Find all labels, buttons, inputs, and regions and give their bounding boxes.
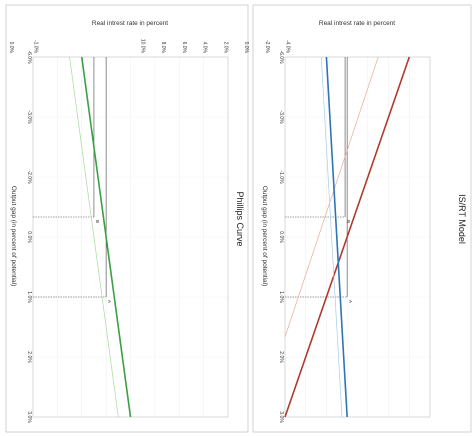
is-rt-series-line-2 xyxy=(284,56,379,338)
phillips-x-tick-label: -2.0% xyxy=(26,170,32,184)
is-rt-x-tick-label: -1.0% xyxy=(278,170,284,184)
phillips-chart: BA -6.0%-3.0%-2.0%0.0%1.0%2.0%3.0% -1.0%… xyxy=(8,20,245,423)
phillips-point-label-a: A xyxy=(107,300,112,303)
phillips-chart-title: Phillips Curve xyxy=(235,191,245,246)
phillips-y-tick-labels: -1.0%0.0%1.0%2.0%3.0%4.0%5.0%6.0%7.0% xyxy=(8,40,39,54)
is-rt-y-tick-label: 4.0% xyxy=(202,42,208,54)
is-rt-x-tick-label: 0.0% xyxy=(278,231,284,243)
phillips-series-line-1 xyxy=(80,56,132,418)
is-rt-chart: BA -6.0%-3.0%-1.0%0.0%1.0%2.0%3.0% -4.0%… xyxy=(140,20,468,423)
phillips-x-tick-label: -6.0% xyxy=(26,50,32,64)
phillips-point-label-b: B xyxy=(95,220,100,223)
phillips-y-axis-title: Real intrest rate in percent xyxy=(92,20,168,27)
is-rt-x-tick-label: -6.0% xyxy=(278,50,284,64)
is-rt-point-label-a: A xyxy=(348,300,353,303)
is-rt-point-label-b: B xyxy=(346,220,351,223)
is-rt-plot-area xyxy=(284,56,431,418)
is-rt-x-axis-title: Output gap (in percent of potential) xyxy=(261,186,268,286)
is-rt-series-line-3 xyxy=(325,56,348,418)
phillips-x-axis-title: Output gap (in percent of potential) xyxy=(10,186,17,286)
is-rt-x-tick-label: 1.0% xyxy=(278,291,284,303)
phillips-x-tick-label: 0.0% xyxy=(26,231,32,243)
is-rt-y-tick-label: 2.0% xyxy=(222,42,228,54)
phillips-y-tick-label: -1.0% xyxy=(33,40,39,54)
is-rt-y-tick-label: 10.0% xyxy=(140,39,146,54)
is-rt-grid xyxy=(284,56,431,418)
phillips-x-tick-label: 1.0% xyxy=(26,291,32,303)
is-rt-series xyxy=(284,56,411,418)
is-rt-y-tick-labels: -4.0% -2.0% 0.0% 2.0% 4.0% 6.0% 8.0% 10.0% xyxy=(140,39,291,54)
is-rt-guides xyxy=(285,57,348,298)
is-rt-x-tick-labels: -6.0% -3.0% -1.0% 0.0% 1.0% 2.0% 3.0% xyxy=(278,50,284,423)
phillips-guides xyxy=(33,57,107,298)
phillips-grid xyxy=(32,56,229,418)
is-rt-x-tick-label: 2.0% xyxy=(278,351,284,363)
phillips-series-line-2 xyxy=(69,56,119,418)
phillips-panel-frame xyxy=(5,4,249,433)
phillips-x-tick-label: 3.0% xyxy=(26,411,32,423)
phillips-point-labels: BA xyxy=(95,220,112,303)
is-rt-y-tick-label: -4.0% xyxy=(285,40,291,54)
is-rt-y-tick-label: 0.0% xyxy=(243,42,249,54)
is-rt-series-line-1 xyxy=(284,56,411,418)
is-rt-chart-title: IS/RT Model xyxy=(457,194,467,244)
is-rt-panel-frame xyxy=(252,4,472,433)
is-rt-y-tick-label: -2.0% xyxy=(264,40,270,54)
phillips-series xyxy=(69,56,132,418)
is-rt-x-tick-label: 3.0% xyxy=(278,411,284,423)
is-rt-x-tick-label: -3.0% xyxy=(278,110,284,124)
is-rt-point-labels: BA xyxy=(346,220,353,303)
is-rt-series-line-4 xyxy=(320,56,343,418)
is-rt-y-tick-label: 6.0% xyxy=(181,42,187,54)
phillips-x-tick-labels: -6.0% -3.0% -2.0% 0.0% 1.0% 2.0% 3.0% xyxy=(26,50,32,423)
phillips-x-tick-label: -3.0% xyxy=(26,110,32,124)
phillips-x-tick-label: 2.0% xyxy=(26,351,32,363)
phillips-y-tick-label: 0.0% xyxy=(8,42,14,54)
is-rt-y-tick-label: 8.0% xyxy=(160,42,166,54)
is-rt-y-axis-title: Real intrest rate in percent xyxy=(319,20,395,27)
